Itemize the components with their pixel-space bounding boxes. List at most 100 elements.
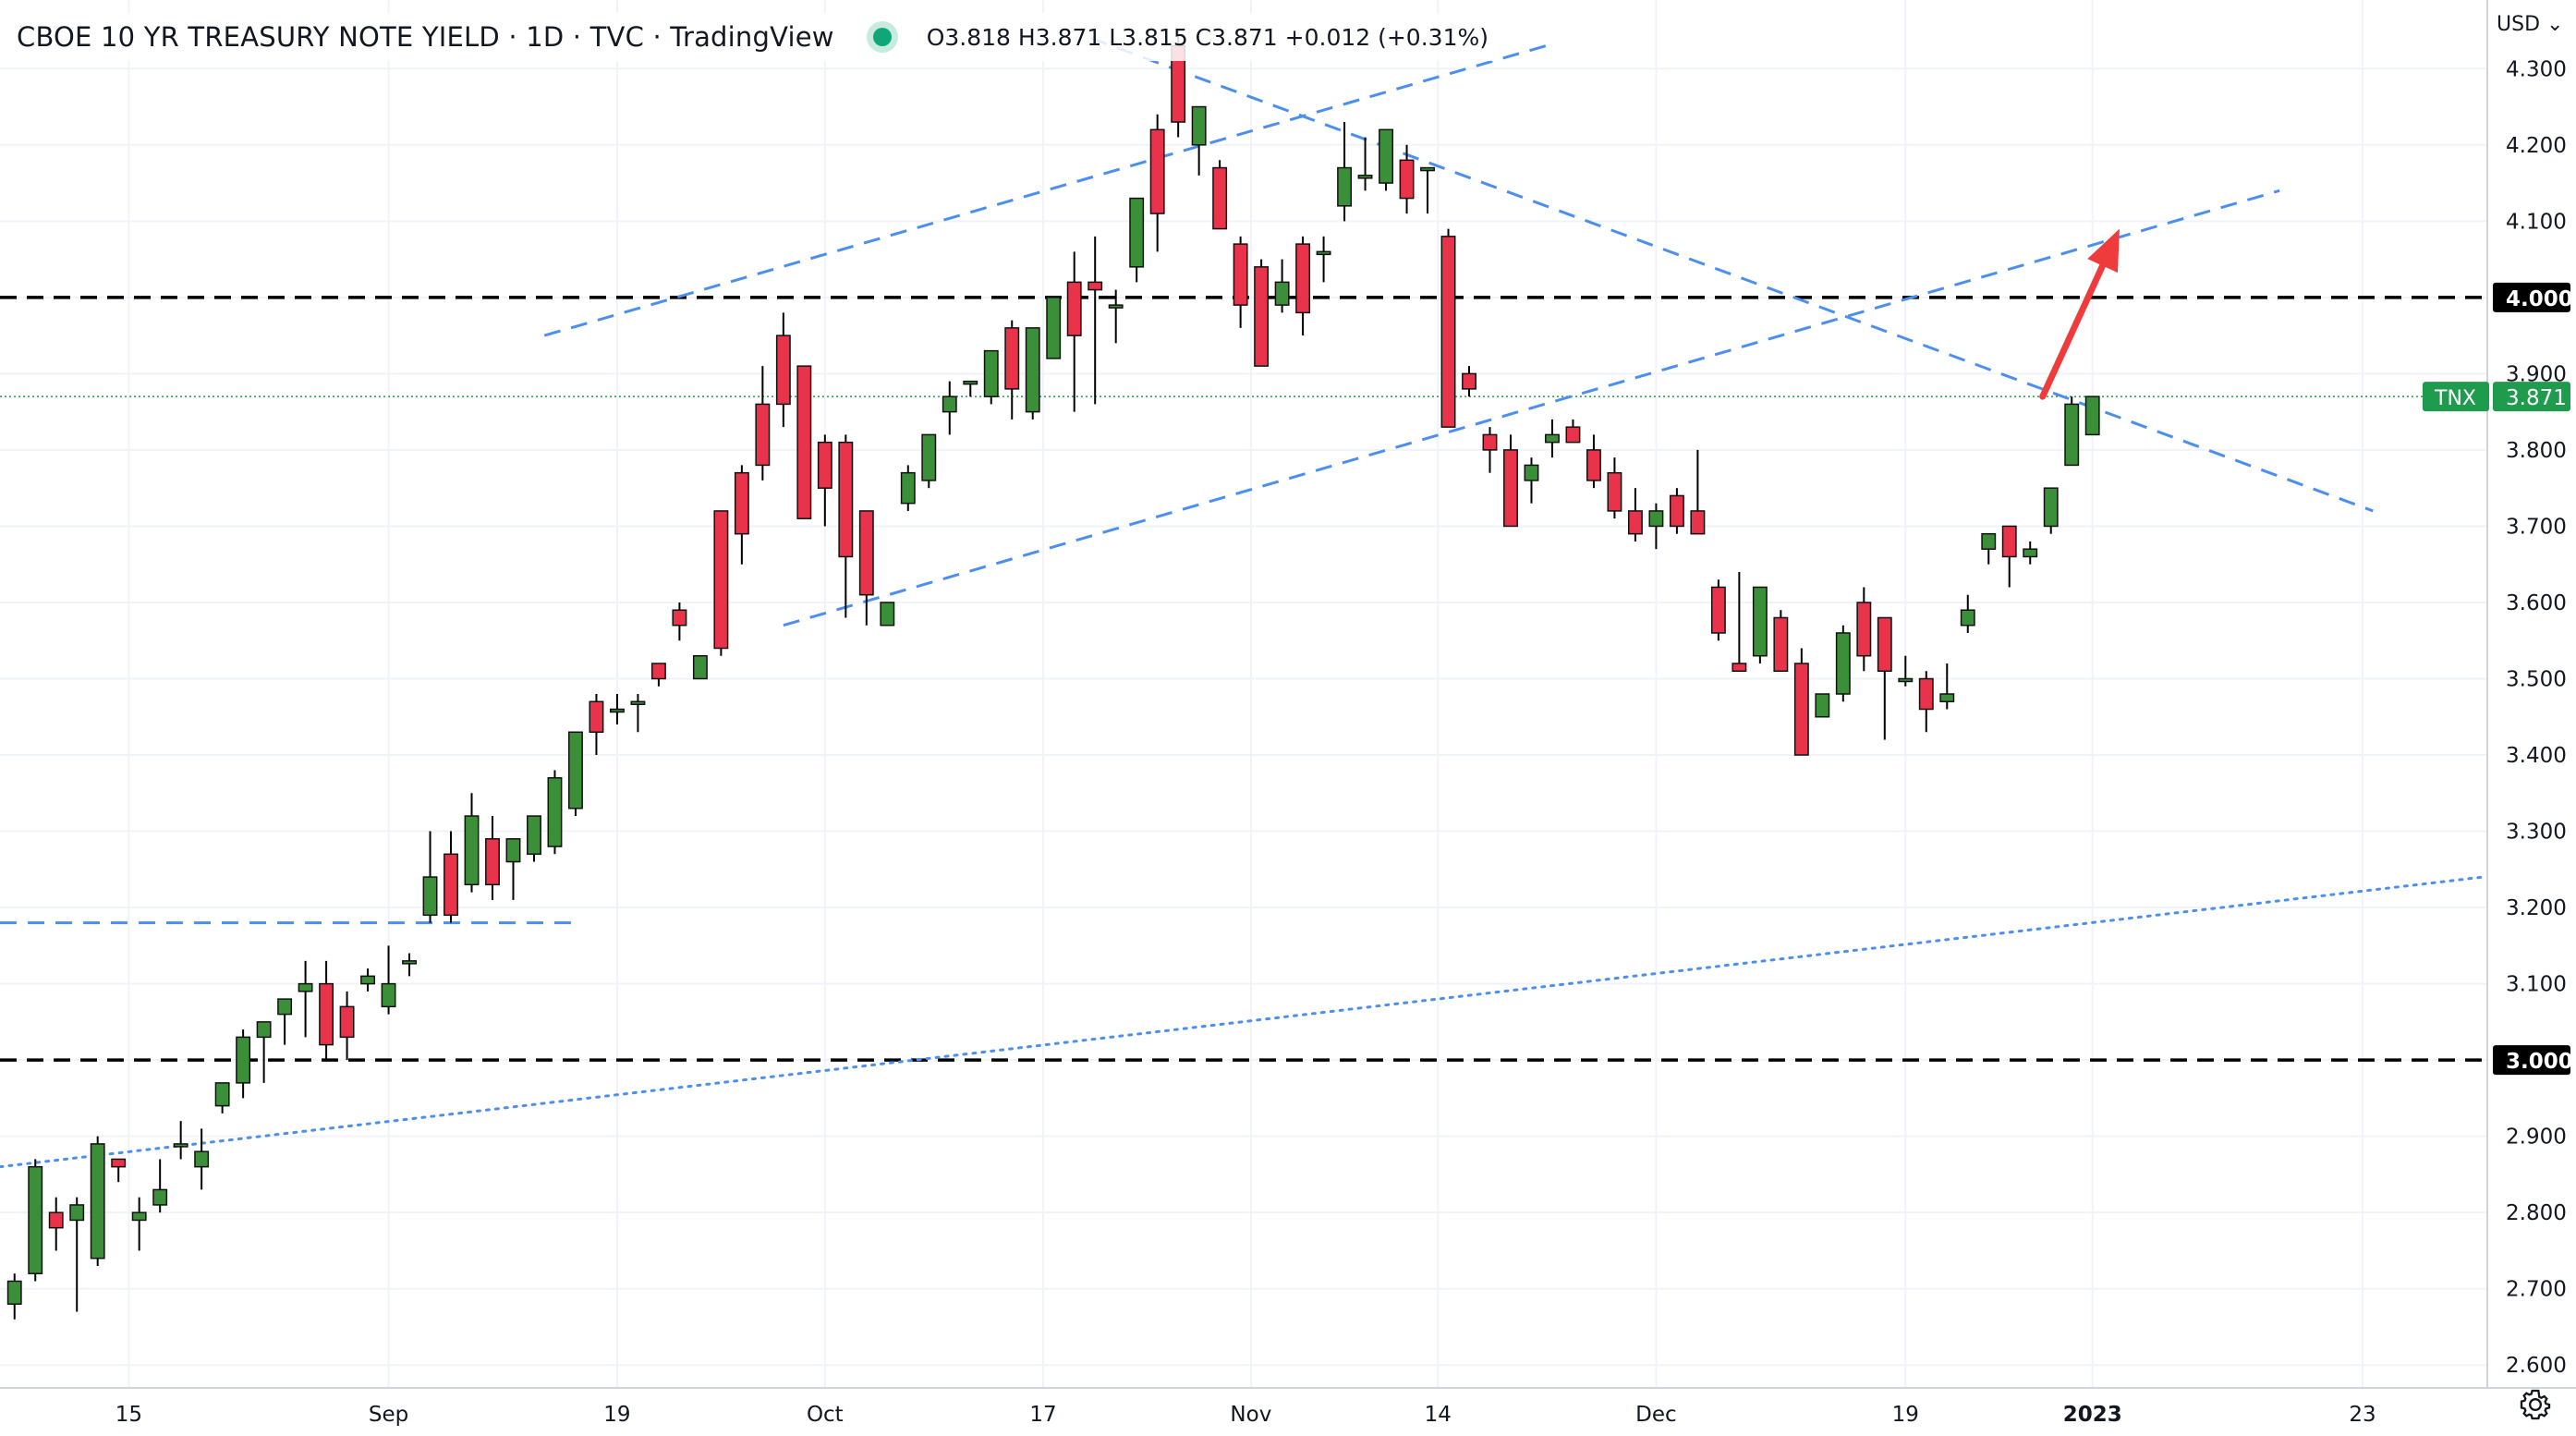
candle-up xyxy=(236,1036,251,1084)
candle-down xyxy=(1565,426,1581,444)
y-tick-label: 2.600 xyxy=(2506,1354,2567,1378)
candle-up xyxy=(1129,197,1145,268)
candle-up xyxy=(1337,166,1353,207)
candle-up xyxy=(194,1150,210,1168)
candle-down xyxy=(2001,525,2017,558)
y-tick-label: 3.200 xyxy=(2506,896,2567,920)
candle-down xyxy=(319,982,334,1046)
x-tick-label: 19 xyxy=(1892,1403,1919,1427)
candle-up xyxy=(173,1143,188,1148)
currency-label: USD xyxy=(2497,13,2541,36)
candle-up xyxy=(1274,281,1290,306)
y-tick-label: 3.400 xyxy=(2506,744,2567,768)
y-tick-label: 2.900 xyxy=(2506,1126,2567,1150)
candle-down xyxy=(713,510,729,650)
x-tick-label: 19 xyxy=(603,1403,630,1427)
y-tick-label: 3.300 xyxy=(2506,821,2567,845)
trendline-dashed xyxy=(543,44,1547,337)
candle-up xyxy=(381,982,396,1008)
candle-up xyxy=(1981,532,1997,550)
candle-up xyxy=(1357,175,1373,179)
candle-up xyxy=(360,975,376,985)
currency-selector[interactable]: USD ⌄ xyxy=(2497,13,2563,36)
candle-down xyxy=(589,700,604,734)
candle-up xyxy=(942,396,957,413)
candle-down xyxy=(1918,677,1934,711)
x-tick-label: Sep xyxy=(369,1403,408,1427)
candle-up xyxy=(692,654,708,680)
candle-down xyxy=(650,663,666,680)
level-badge xyxy=(2493,282,2570,312)
candle-up xyxy=(1898,677,1914,683)
candle-down xyxy=(1212,166,1228,230)
y-tick-label: 2.800 xyxy=(2506,1201,2567,1225)
candle-up xyxy=(1939,693,1955,703)
candle-down xyxy=(1004,327,1020,390)
projection-arrow-shaft xyxy=(2039,262,2107,400)
symbol-badge-label: TNX xyxy=(2434,387,2476,410)
chevron-down-icon: ⌄ xyxy=(2546,13,2564,36)
candle-up xyxy=(921,433,937,481)
candle-down xyxy=(1233,243,1248,306)
candle-down xyxy=(1710,586,1726,634)
level-badge-label: 3.000 xyxy=(2506,1050,2573,1074)
candle-down xyxy=(444,853,458,917)
y-tick-label: 3.500 xyxy=(2506,667,2567,691)
candle-up xyxy=(2043,487,2059,528)
candle-up xyxy=(880,602,895,627)
candle-up xyxy=(1046,297,1062,359)
candle-up xyxy=(131,1211,147,1222)
candle-up xyxy=(256,1021,272,1039)
price-axis-background xyxy=(2487,0,2576,1436)
candle-up xyxy=(298,982,313,992)
time-axis-background xyxy=(0,1388,2576,1436)
candle-up xyxy=(527,815,541,856)
candle-up xyxy=(1960,609,1975,627)
candle-up xyxy=(69,1204,85,1222)
y-tick-label: 3.600 xyxy=(2506,591,2567,615)
trendline-dotted xyxy=(0,875,2485,1169)
last-price-label: 3.871 xyxy=(2506,386,2567,410)
candle-up xyxy=(1191,105,1207,146)
candle-up xyxy=(28,1165,43,1274)
level-badge xyxy=(2493,1045,2570,1076)
candle-down xyxy=(1856,602,1872,657)
candle-down xyxy=(485,838,500,886)
candle-up xyxy=(963,380,978,385)
candle-down xyxy=(1669,494,1684,528)
candle-down xyxy=(1586,449,1601,481)
candle-up xyxy=(464,815,480,886)
candle-down xyxy=(672,609,687,627)
candle-down xyxy=(1503,449,1518,528)
candle-up xyxy=(1316,250,1331,256)
candle-up xyxy=(1752,586,1768,657)
x-tick-label: Dec xyxy=(1635,1403,1677,1427)
candle-up xyxy=(1648,510,1664,528)
candle-down xyxy=(1066,281,1082,336)
y-tick-label: 4.300 xyxy=(2506,57,2567,81)
candle-down xyxy=(1462,372,1476,390)
candle-up xyxy=(90,1143,105,1260)
candle-up xyxy=(983,349,999,397)
ohlc-readout: O3.818 H3.871 L3.815 C3.871 +0.012 (+0.3… xyxy=(926,23,1488,51)
candle-up xyxy=(422,876,438,917)
candle-down xyxy=(1607,471,1622,512)
candle-up xyxy=(568,731,583,809)
projection-arrow-head xyxy=(2087,228,2120,274)
symbol-title[interactable]: CBOE 10 YR TREASURY NOTE YIELD · 1D · TV… xyxy=(17,21,834,53)
candle-up xyxy=(630,700,646,706)
candle-down xyxy=(1773,616,1789,672)
candle-down xyxy=(1295,243,1311,314)
settings-gear-icon[interactable] xyxy=(2517,1386,2554,1423)
candle-up xyxy=(900,471,916,505)
y-tick-label: 3.800 xyxy=(2506,439,2567,463)
y-tick-label: 4.100 xyxy=(2506,210,2567,234)
candle-down xyxy=(1399,159,1415,200)
candle-up xyxy=(1835,632,1851,695)
candle-down xyxy=(1149,128,1165,214)
candle-down xyxy=(838,441,854,558)
candle-down xyxy=(796,365,812,519)
candle-down xyxy=(734,471,749,535)
